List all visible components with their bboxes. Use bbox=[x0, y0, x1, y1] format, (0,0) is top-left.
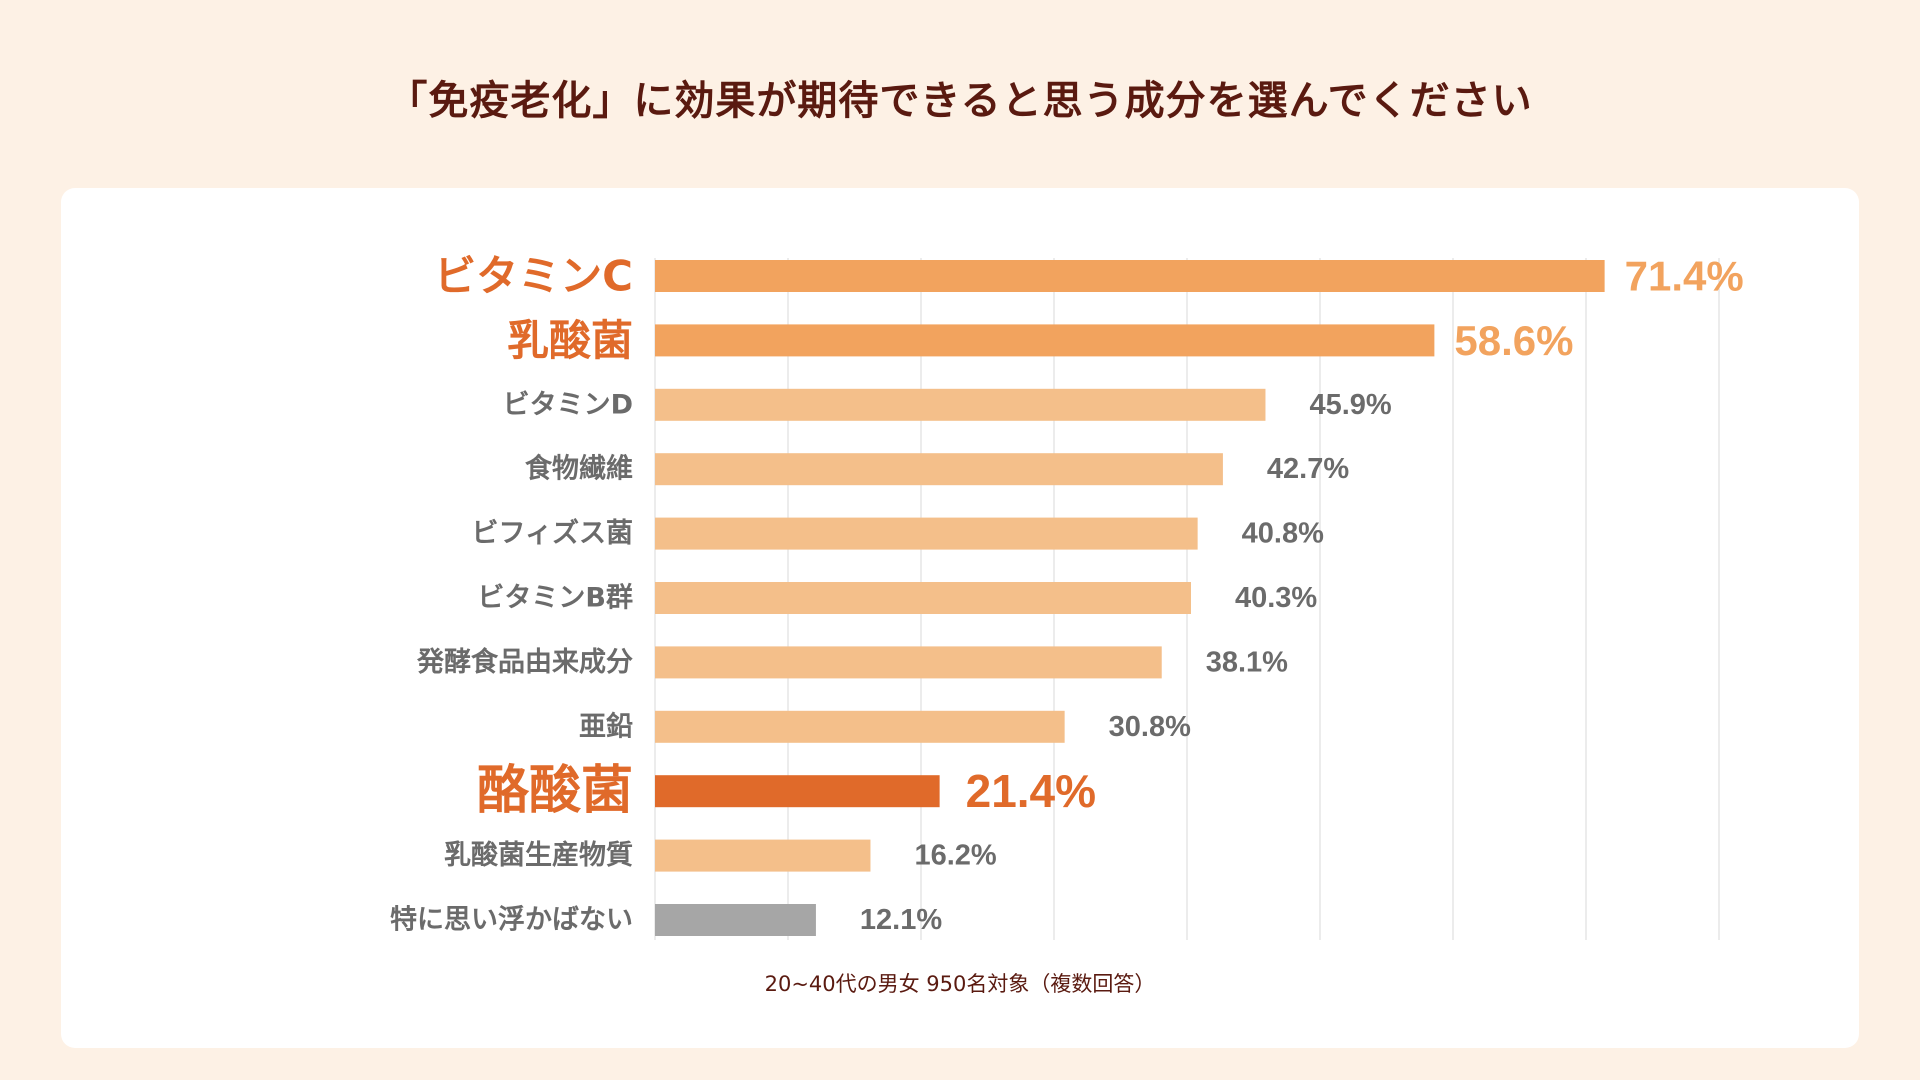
value-label: 38.1% bbox=[1206, 646, 1288, 678]
value-labels: 71.4% 58.6% 45.9% 42.7% 40.8% 40.3% 38.1% 30.8%… bbox=[860, 253, 1744, 937]
value-label: 42.7% bbox=[1267, 453, 1349, 485]
value-label: 12.1% bbox=[860, 904, 942, 936]
category-label: ビタミンC bbox=[434, 252, 633, 301]
value-label: 21.4% bbox=[966, 765, 1096, 817]
bar bbox=[655, 582, 1191, 614]
chart-title: 「免疫老化」に効果が期待できると思う成分を選んでください bbox=[387, 78, 1533, 124]
bar bbox=[655, 517, 1198, 550]
bar bbox=[655, 260, 1605, 292]
bars bbox=[655, 260, 1605, 936]
category-label: 乳酸菌 bbox=[507, 316, 633, 365]
value-label: 45.9% bbox=[1309, 389, 1391, 421]
bar bbox=[655, 775, 940, 808]
value-label: 71.4% bbox=[1625, 253, 1744, 300]
category-label: 亜鉛 bbox=[579, 710, 633, 742]
category-label: 特に思い浮かばない bbox=[390, 905, 633, 936]
category-label: 食物繊維 bbox=[525, 453, 633, 485]
value-label: 58.6% bbox=[1454, 317, 1573, 364]
chart-footnote: 20~40代の男女 950名対象（複数回答） bbox=[764, 972, 1156, 996]
bar bbox=[655, 646, 1162, 679]
category-label: 酪酸菌 bbox=[477, 761, 633, 821]
value-label: 30.8% bbox=[1109, 711, 1191, 743]
category-label: 発酵食品由来成分 bbox=[416, 646, 633, 678]
value-label: 16.2% bbox=[914, 840, 996, 872]
value-label: 40.3% bbox=[1235, 582, 1317, 614]
category-label: ビフィズス菌 bbox=[472, 517, 633, 549]
bar bbox=[655, 839, 871, 872]
bar bbox=[655, 453, 1223, 486]
bar bbox=[655, 388, 1266, 421]
bar bbox=[655, 710, 1065, 743]
category-label: ビタミンB群 bbox=[477, 583, 633, 614]
category-label: ビタミンD bbox=[503, 389, 633, 420]
bar bbox=[655, 324, 1435, 357]
value-label: 40.8% bbox=[1242, 518, 1324, 550]
category-label: 乳酸菌生産物質 bbox=[444, 839, 633, 871]
bar bbox=[655, 904, 816, 936]
